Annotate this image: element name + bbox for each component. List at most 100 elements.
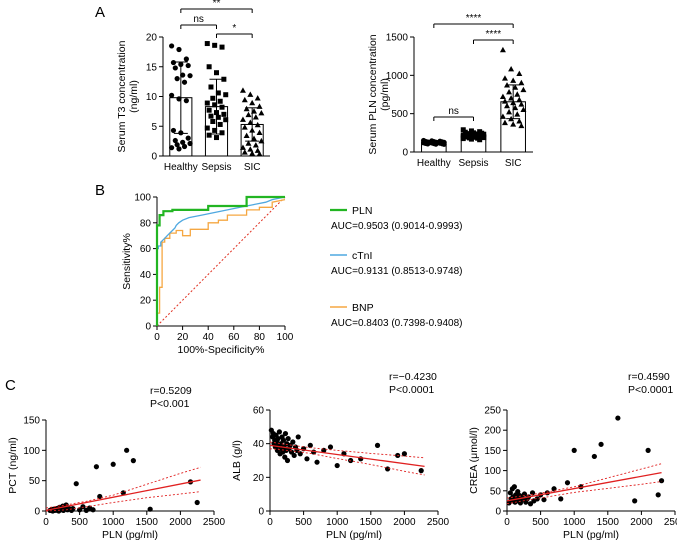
y-axis-label: Sensitivity% xyxy=(121,233,133,290)
y-tick-label: 0 xyxy=(495,507,501,518)
scatter-point xyxy=(645,447,651,453)
x-axis-label: 100%-Specificity% xyxy=(178,344,265,356)
scatter-point xyxy=(327,444,334,450)
data-point xyxy=(176,96,182,102)
data-point xyxy=(208,113,214,119)
data-point xyxy=(510,77,517,83)
data-point xyxy=(185,62,191,69)
scatter-point xyxy=(511,484,517,490)
scatter-point xyxy=(77,507,83,513)
x-tick-label: 1500 xyxy=(360,517,383,528)
panel-letter-c: C xyxy=(5,377,16,394)
scatter-point xyxy=(93,464,99,470)
data-point xyxy=(245,140,252,146)
y-tick-label: 15 xyxy=(146,62,158,73)
data-point xyxy=(239,116,246,122)
legend-label: BNP xyxy=(352,302,374,314)
data-point xyxy=(180,72,186,78)
y-tick-label: 80 xyxy=(140,218,152,229)
x-tick-label: 0 xyxy=(154,332,160,343)
data-point xyxy=(433,141,439,147)
data-point xyxy=(514,91,521,97)
roc-curve-ctni xyxy=(156,196,286,326)
data-point xyxy=(206,107,212,113)
data-point xyxy=(249,150,256,156)
data-point xyxy=(499,93,506,99)
data-point xyxy=(516,96,523,103)
regression-line xyxy=(45,479,201,512)
y-tick-label: 50 xyxy=(490,486,502,497)
data-point xyxy=(256,151,263,157)
data-point xyxy=(501,119,508,126)
y-tick-label: 5 xyxy=(151,122,157,133)
scatter-point xyxy=(598,441,604,447)
significance-label: ns xyxy=(448,106,459,117)
y-tick-label: 60 xyxy=(253,406,265,417)
data-point xyxy=(210,118,216,124)
y-tick-label: 0 xyxy=(151,152,157,163)
x-tick-label: 2000 xyxy=(393,517,416,528)
data-point xyxy=(256,129,263,135)
y-tick-label: 0 xyxy=(258,507,264,518)
confidence-band-lower xyxy=(45,491,201,512)
scatter-point xyxy=(73,481,79,487)
x-tick-label: 40 xyxy=(203,332,215,343)
x-tick-label: 2000 xyxy=(169,517,192,528)
scatter-point xyxy=(655,492,661,498)
regression-line xyxy=(506,471,662,502)
data-point xyxy=(249,127,256,133)
data-point xyxy=(210,95,216,101)
significance-label: ** xyxy=(213,0,221,9)
scatter-point xyxy=(401,451,407,457)
scatter-point xyxy=(110,461,116,467)
scatter-point xyxy=(70,505,76,512)
data-point xyxy=(170,127,177,134)
x-tick-label: 100 xyxy=(277,332,294,343)
y-axis-label-line: Serum PLN concentration xyxy=(367,34,379,154)
x-tick-label: 80 xyxy=(254,332,266,343)
scatter-point xyxy=(285,436,291,442)
y-tick-label: 50 xyxy=(29,476,41,487)
data-point xyxy=(518,79,525,86)
x-tick-label: 0 xyxy=(504,517,510,528)
x-axis-label: PLN (pg/ml) xyxy=(563,529,619,541)
legend-label: cTnI xyxy=(352,250,372,262)
roc-legend: PLN AUC=0.9503 (0.9014-0.9993) cTnI AUC=0.9… xyxy=(330,205,462,329)
significance-label: ns xyxy=(193,14,204,25)
data-point xyxy=(441,141,447,147)
data-point xyxy=(510,121,517,127)
scatter-point xyxy=(147,506,153,512)
data-point xyxy=(174,142,180,148)
data-point xyxy=(204,41,210,47)
data-point xyxy=(241,124,248,130)
x-tick-label: 1000 xyxy=(563,517,586,528)
data-point xyxy=(206,132,212,138)
data-point xyxy=(247,146,254,152)
y-tick-label: 100 xyxy=(23,446,40,457)
x-tick-label: 500 xyxy=(532,517,549,528)
scatter-point xyxy=(307,442,313,448)
scatter-point xyxy=(130,458,136,464)
crea-scatter-chart: 05010015020025005001000150020002500PLN (… xyxy=(468,371,677,541)
x-tick-label: 500 xyxy=(71,517,88,528)
scatter-point xyxy=(615,415,621,421)
data-point xyxy=(185,135,191,141)
y-tick-label: 0 xyxy=(145,322,151,333)
data-point xyxy=(252,114,259,120)
scatter-point xyxy=(304,456,310,462)
data-point xyxy=(214,110,219,116)
y-axis-label: PCT (ng/ml) xyxy=(7,437,19,493)
scatter-point xyxy=(124,447,130,453)
correlation-p: P<0.001 xyxy=(150,398,190,410)
data-point xyxy=(258,109,265,116)
scatter-point xyxy=(541,497,547,503)
data-point xyxy=(499,113,506,119)
scatter-point xyxy=(558,496,564,502)
data-point xyxy=(501,98,508,104)
scatter-point xyxy=(571,447,577,453)
data-point xyxy=(204,125,210,131)
x-tick-label: 0 xyxy=(267,517,273,528)
data-point xyxy=(187,140,193,147)
data-point xyxy=(245,111,252,118)
y-axis-label: Serum PLN concentration(pg/ml) xyxy=(367,34,391,154)
